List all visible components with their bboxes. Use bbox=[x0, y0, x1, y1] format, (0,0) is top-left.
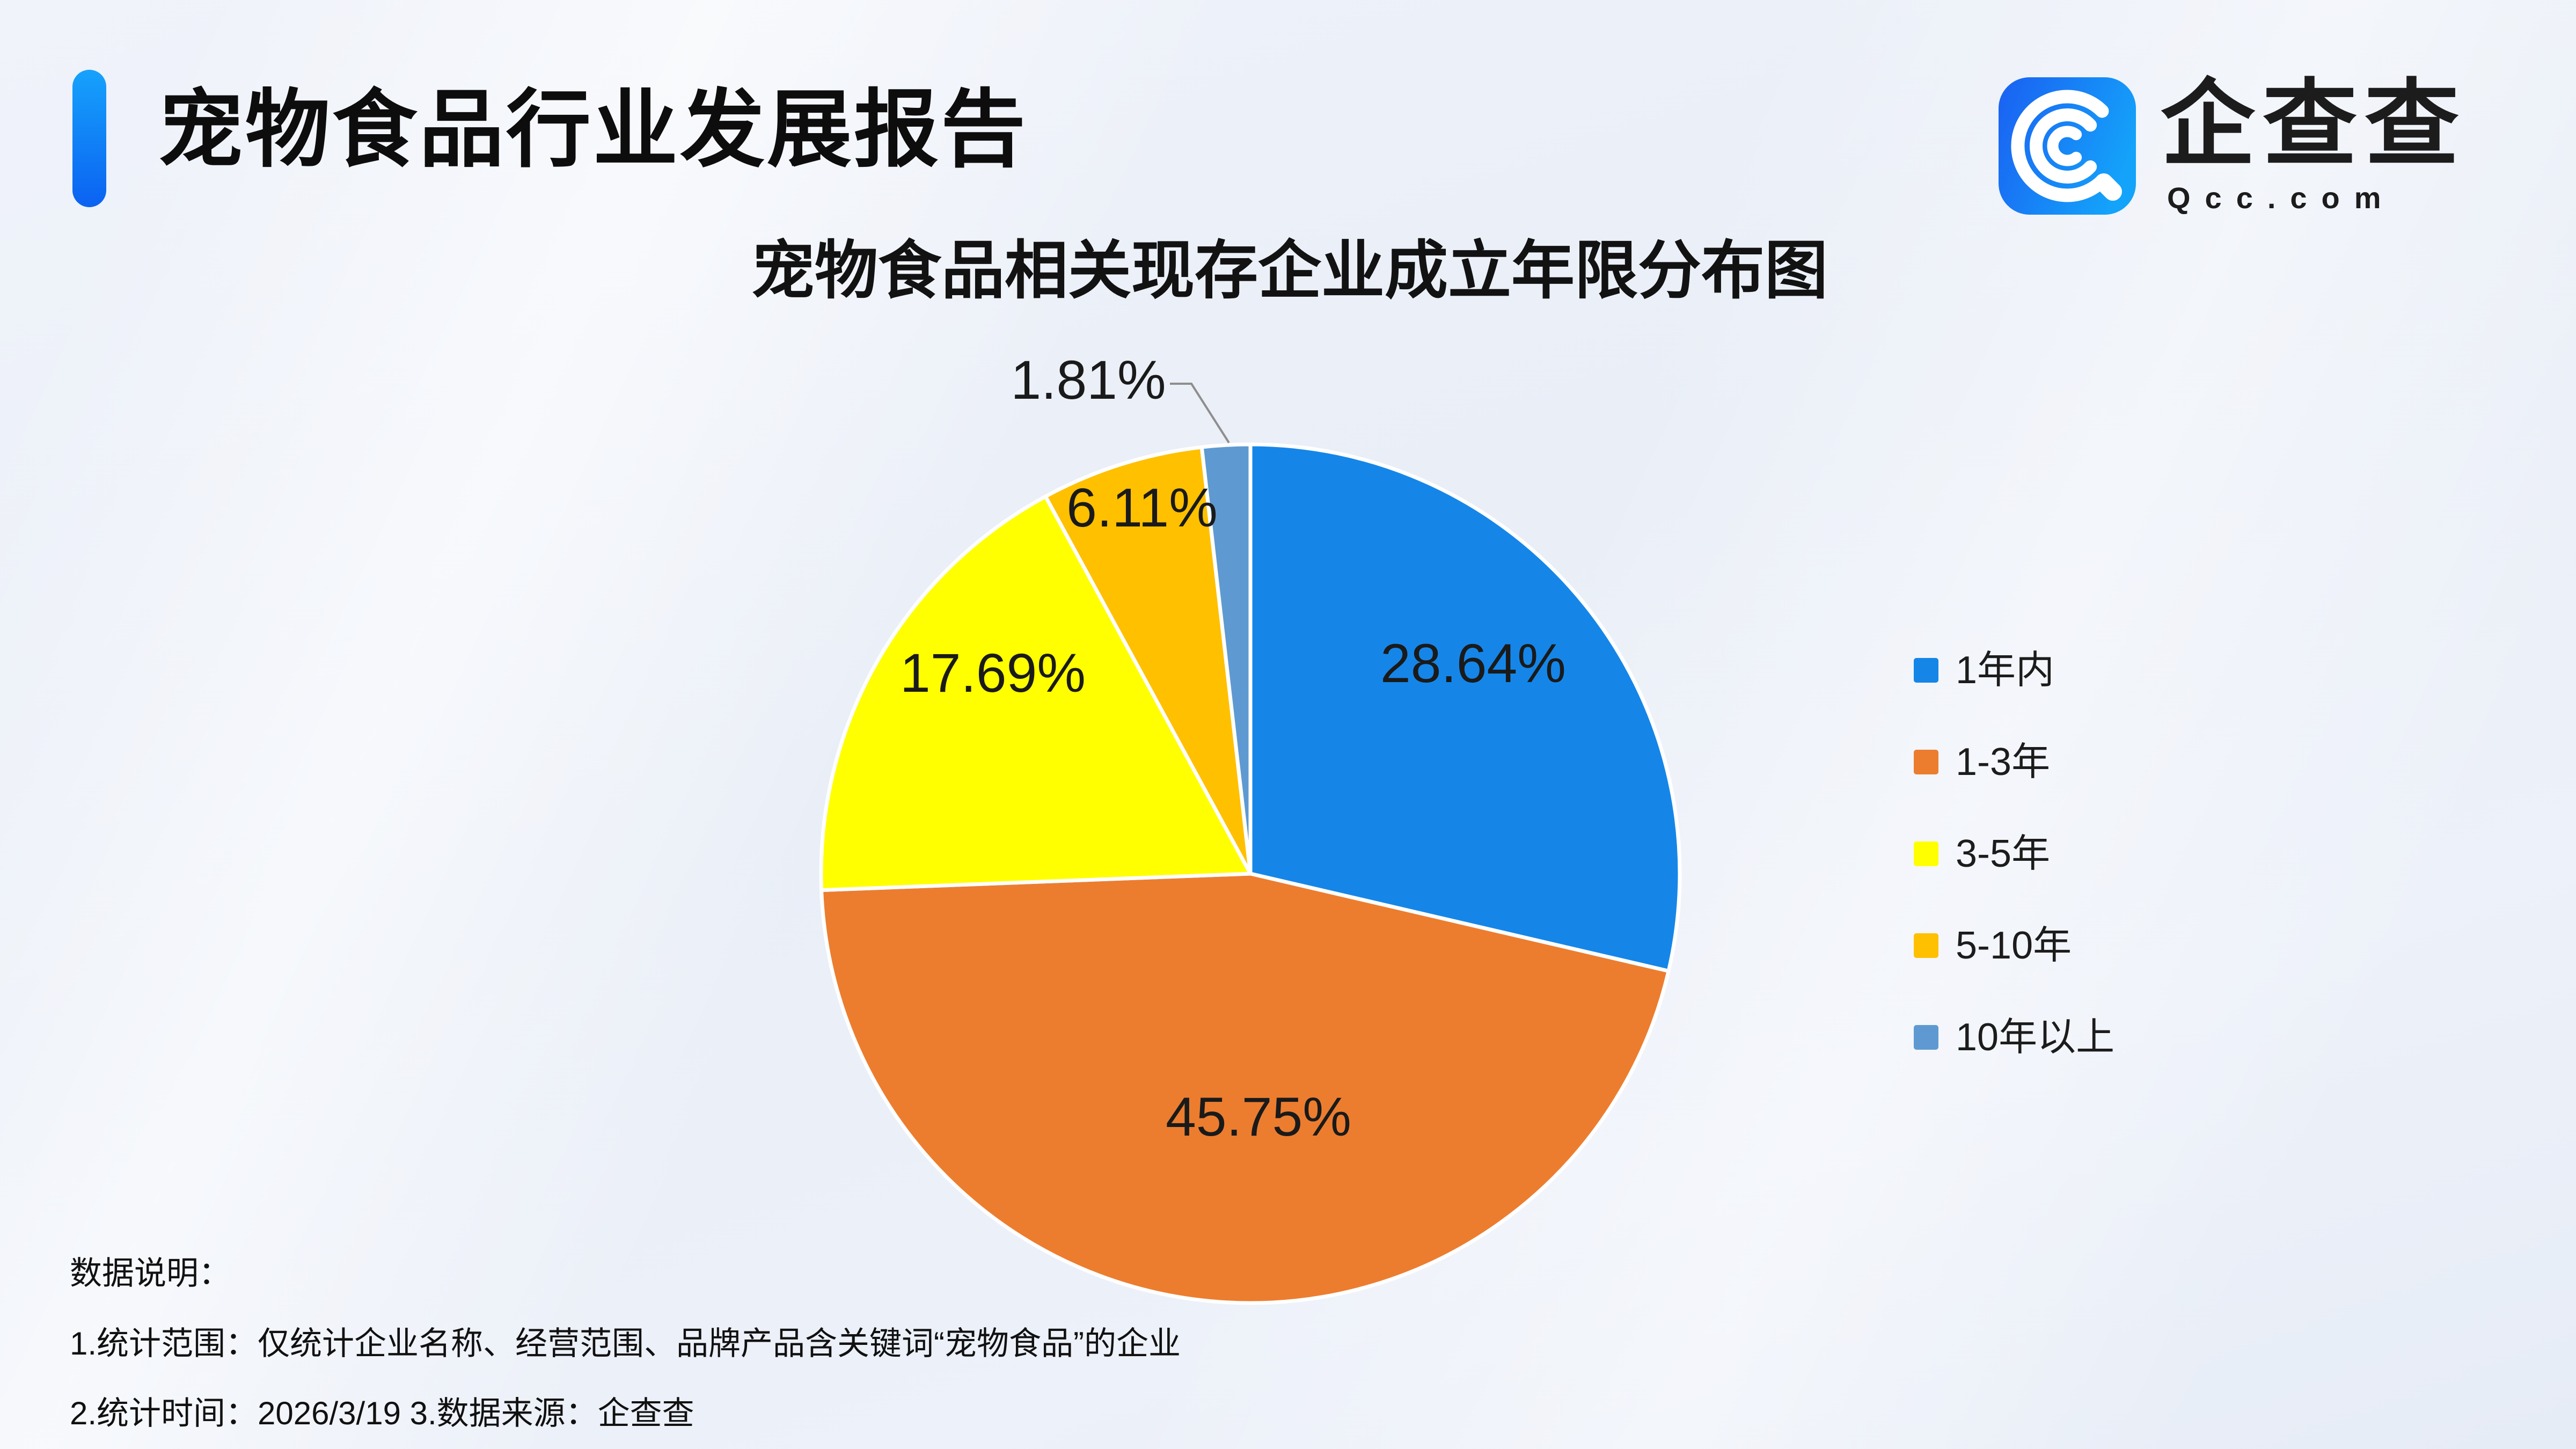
legend-label: 1-3年 bbox=[1956, 741, 2051, 784]
pie-value-label: 1.81% bbox=[1011, 349, 1166, 411]
pie-slice-10年以上 bbox=[1199, 442, 1253, 876]
pie-value-label: 45.75% bbox=[1166, 1086, 1351, 1147]
legend-label: 3-5年 bbox=[1956, 832, 2051, 875]
notes-heading: 数据说明： bbox=[70, 1255, 231, 1291]
legend: 1年内 1-3年 3-5年 5-10年 10年以上 bbox=[1914, 649, 2115, 1110]
qcc-logo-icon bbox=[1999, 77, 2136, 215]
legend-item: 3-5年 bbox=[1914, 835, 2114, 873]
legend-swatch-icon bbox=[1914, 841, 1938, 866]
legend-swatch-icon bbox=[1914, 933, 1938, 958]
pie-slice-3-5年 bbox=[819, 494, 1253, 892]
pie-value-label: 17.69% bbox=[900, 642, 1086, 704]
legend-label: 5-10年 bbox=[1956, 924, 2072, 967]
legend-swatch-icon bbox=[1914, 658, 1938, 683]
brand-domain: Qcc.com bbox=[2167, 181, 2396, 215]
notes-line-2: 2.统计时间：2026/3/19 3.数据来源：企查查 bbox=[70, 1395, 694, 1431]
chart-title: 宠物食品相关现存企业成立年限分布图 bbox=[751, 236, 1828, 306]
legend-label: 1年内 bbox=[1956, 649, 2055, 692]
page-title: 宠物食品行业发展报告 bbox=[158, 83, 1028, 177]
legend-item: 10年以上 bbox=[1914, 1016, 2115, 1059]
pie-slice-1-3年 bbox=[819, 872, 1671, 1305]
legend-label: 10年以上 bbox=[1956, 1016, 2115, 1059]
legend-swatch-icon bbox=[1914, 1025, 1938, 1050]
legend-item: 5-10年 bbox=[1914, 924, 2114, 967]
legend-swatch-icon bbox=[1914, 750, 1938, 774]
notes-line-1: 1.统计范围：仅统计企业名称、经营范围、品牌产品含关键词“宠物食品”的企业 bbox=[70, 1326, 1181, 1362]
leader-line bbox=[1170, 383, 1230, 444]
pie-chart bbox=[819, 442, 1682, 1305]
brand-name: 企查查 bbox=[2161, 72, 2467, 177]
title-accent-bar bbox=[72, 70, 106, 207]
pie-value-label: 28.64% bbox=[1380, 633, 1566, 694]
pie-slice-5-10年 bbox=[1043, 445, 1253, 876]
pie-value-label: 6.11% bbox=[1066, 477, 1218, 538]
pie-slice-1年内 bbox=[1248, 442, 1682, 973]
legend-item: 1年内 bbox=[1914, 649, 2114, 692]
legend-item: 1-3年 bbox=[1914, 743, 2114, 781]
